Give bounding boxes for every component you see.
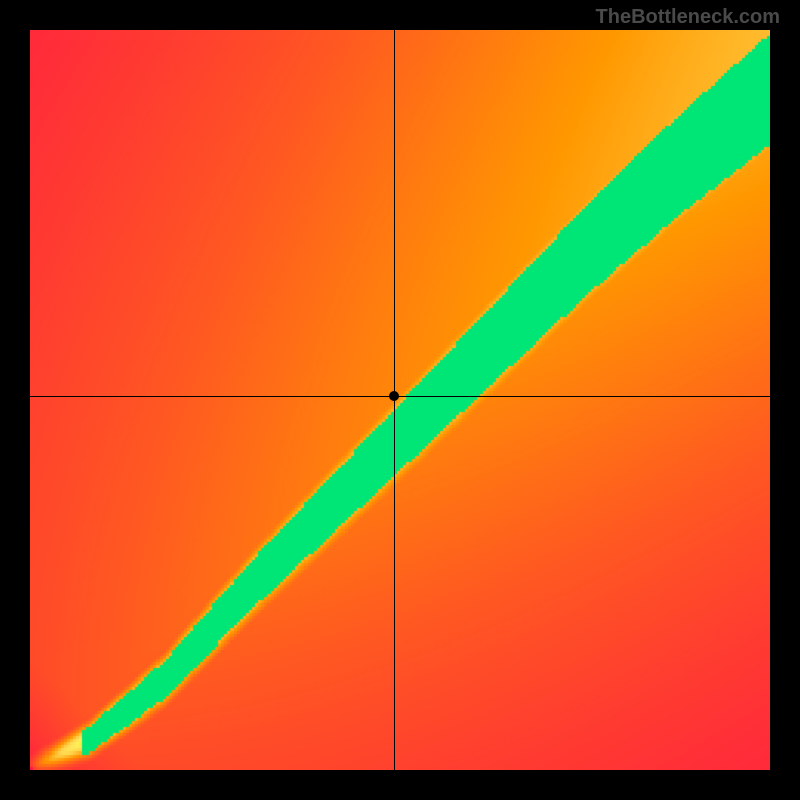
heatmap-canvas (30, 30, 770, 770)
watermark-text: TheBottleneck.com (596, 6, 780, 29)
chart-container: TheBottleneck.com (0, 0, 800, 800)
heatmap-plot-area (30, 30, 770, 770)
